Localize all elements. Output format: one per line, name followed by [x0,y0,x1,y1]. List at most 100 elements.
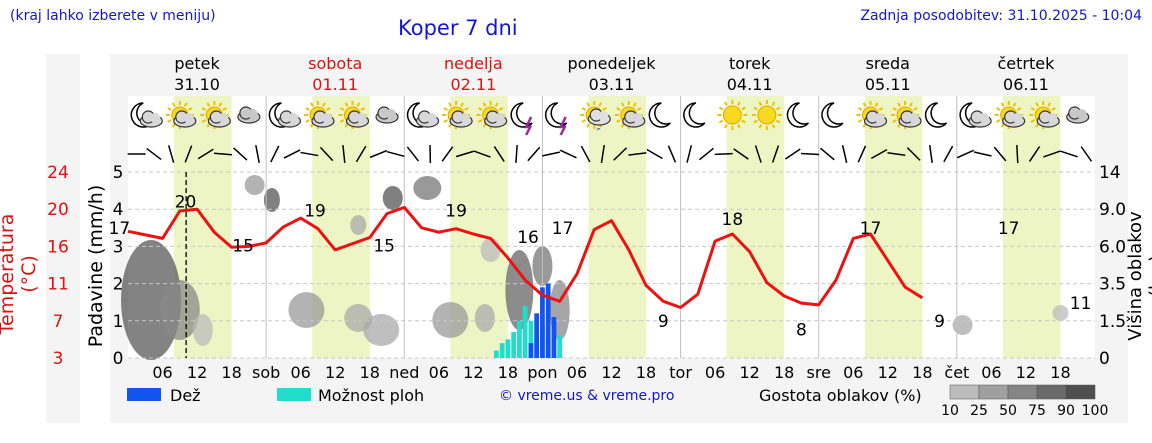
cloud-density-area [432,302,469,338]
wind-barb [771,145,780,163]
wind-barb [667,145,677,163]
cloud-density-area [480,238,501,262]
wind-barb [841,145,848,163]
wind-barb [1016,144,1019,164]
temperature-label: 8 [796,321,807,341]
moon-icon [924,102,948,128]
cloud-density-area [288,292,325,328]
cloud-density-area [192,314,213,346]
day-name: petek [174,54,220,73]
precipitation-tick: 0 [113,349,124,369]
wind-barb [355,145,367,163]
shower-bar [557,335,563,358]
x-tick-label: ned [389,363,419,382]
temperature-label: 20 [175,192,197,212]
cloud-density-area [382,186,403,210]
wind-barb [369,149,388,159]
rain-bar [545,283,551,358]
wind-barb [973,151,992,157]
wind-barb [255,145,260,163]
rain-legend-label: Dež [170,386,201,405]
cloud-density-area [159,280,200,340]
wind-barb [714,152,733,156]
shower-bar [511,331,517,358]
last-update: Zadnja posodobitev: 31.10.2025 - 10:04 [860,8,1142,24]
sun-cloud-icon [165,101,197,129]
temperature-tick: 20 [47,200,69,220]
sun-cloud-icon [200,101,231,129]
moon-cloud-icon [268,102,302,128]
wind-barb [1060,150,1078,158]
x-tick-label: 06 [981,363,1001,382]
shower-bar [505,339,511,358]
wind-barb [993,146,1007,162]
wind-barb [754,145,762,163]
wind-barb [441,146,454,162]
cloud-icon [375,106,399,124]
day-name: četrtek [997,54,1055,73]
wind-barb [300,151,319,157]
wind-barb [580,145,591,163]
rain-bar [534,313,540,358]
wind-barb [733,148,749,160]
cloud-density-area [350,215,367,235]
day-date: 04.11 [727,75,773,94]
moon-icon [786,102,810,128]
daylight-band [726,96,785,358]
x-tick-label: 12 [325,363,345,382]
x-tick-label: sre [807,363,831,382]
wind-barb [928,144,933,164]
temperature-label: 17 [109,219,131,239]
moon-thunder-icon [545,102,568,136]
temperature-label: 17 [998,219,1020,239]
cloud-density-legend-title: Gostota oblakov (%) [759,386,922,405]
temperature-axis-label: Temperatura (°C) [0,213,40,335]
cloud-density-level: 25 [970,403,988,419]
day-date: 06.11 [1003,75,1049,94]
x-tick-label: 06 [705,363,725,382]
cloud-icon [237,106,261,124]
copyright-link[interactable]: © vreme.us & vreme.pro [499,388,675,404]
temperature-tick: 11 [47,275,69,295]
wind-barb [943,145,954,163]
wind-barb [819,147,835,161]
temperature-label: 16 [517,228,539,248]
wind-barb [1080,146,1093,162]
x-tick-label: sob [252,363,280,382]
wind-barb [213,152,233,156]
x-tick-label: 12 [1016,363,1036,382]
cloud-density-level: 75 [1028,403,1046,419]
x-tick-label: pon [527,363,557,382]
temperature-label: 19 [445,201,467,221]
wind-barb [342,144,346,164]
wind-barb [146,147,162,161]
wind-barb [600,144,606,164]
x-tick-label: 18 [221,363,241,382]
rain-legend-swatch [127,388,161,401]
region-hint: (kraj lahko izberete v meniju) [10,8,216,24]
x-tick-label: čet [944,363,969,382]
wind-barb [493,146,505,162]
wind-barb [270,145,280,163]
cloud-density-swatch [949,384,980,400]
wind-barb [646,148,663,160]
cloud-density-area [263,188,280,212]
day-name: torek [729,54,771,73]
day-name: sobota [308,54,362,73]
rain-bar [528,343,534,358]
cloud-density-area [474,304,495,332]
temperature-tick: 3 [53,349,64,369]
precipitation-tick: 5 [113,163,124,183]
wind-barb [699,147,714,161]
sun-rain-icon: ″ [580,101,611,140]
precipitation-tick: 4 [113,200,124,220]
cloud-density-area [1052,305,1069,321]
day-name: nedelja [444,54,503,73]
cloud-density-area [363,314,400,346]
sun-cloud-icon [856,101,888,129]
moon-cloud-icon [130,102,163,128]
day-date: 03.11 [589,75,635,94]
temperature-label: 17 [552,219,574,239]
svg-text:″: ″ [596,126,601,140]
